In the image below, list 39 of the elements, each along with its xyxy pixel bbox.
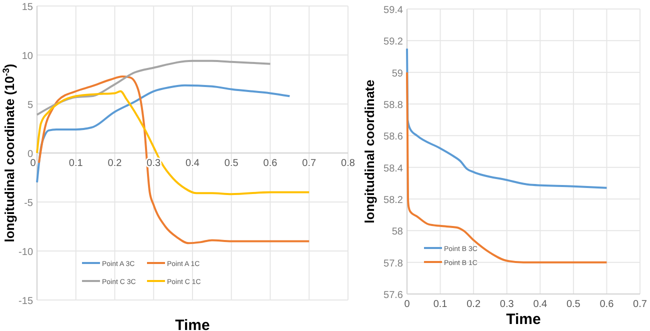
y-tick-label: 59 bbox=[392, 68, 404, 80]
x-tick-label: 0.1 bbox=[68, 158, 84, 169]
y-tick-label: 5 bbox=[27, 100, 34, 111]
y-tick-label: 58 bbox=[392, 226, 404, 238]
y-tick-label: 59.2 bbox=[384, 36, 404, 48]
y-tick-label: 15 bbox=[22, 2, 34, 13]
line-series bbox=[36, 84, 291, 184]
line-series bbox=[406, 71, 608, 264]
x-tick-label: 0.4 bbox=[186, 158, 200, 169]
line-series bbox=[36, 60, 272, 116]
x-tick-label: 0.6 bbox=[600, 299, 614, 310]
y-tick-label: 57.6 bbox=[384, 290, 404, 301]
y-tick-label: 58.4 bbox=[384, 163, 404, 174]
y-tick-label: -15 bbox=[18, 296, 34, 307]
x-tick-label: 0.1 bbox=[433, 299, 448, 310]
y-tick-label: -10 bbox=[18, 247, 34, 258]
y-tick-label: 57.8 bbox=[384, 258, 404, 270]
x-tick-label: 0.2 bbox=[466, 299, 481, 310]
x-tick-label: 0.3 bbox=[500, 299, 514, 310]
y-tick-label: 58.6 bbox=[384, 132, 404, 143]
x-tick-label: 0.5 bbox=[224, 158, 239, 169]
y-tick-label: 58.2 bbox=[384, 195, 404, 206]
y-tick-label: 58.8 bbox=[384, 100, 404, 111]
y-tick-label: -5 bbox=[24, 198, 34, 209]
y-tick-label: 10 bbox=[22, 51, 34, 62]
line-series bbox=[406, 48, 608, 189]
y-tick-label: 0 bbox=[27, 149, 34, 160]
y-tick-label: 59.4 bbox=[384, 5, 404, 16]
y-axis-title: longitudinal coordinate bbox=[362, 80, 377, 224]
x-tick-label: 0.5 bbox=[566, 299, 581, 310]
x-tick-label: 0.2 bbox=[108, 158, 122, 169]
x-tick-label: 0.7 bbox=[633, 299, 648, 310]
x-tick-label: 0 bbox=[404, 299, 410, 310]
x-tick-label: 0.8 bbox=[341, 158, 356, 169]
x-axis-title: Time bbox=[506, 311, 541, 328]
x-tick-label: 0.7 bbox=[302, 158, 317, 169]
x-tick-label: 0.6 bbox=[263, 158, 278, 169]
x-axis-title: Time bbox=[175, 317, 210, 331]
x-tick-label: 0.4 bbox=[533, 299, 548, 310]
